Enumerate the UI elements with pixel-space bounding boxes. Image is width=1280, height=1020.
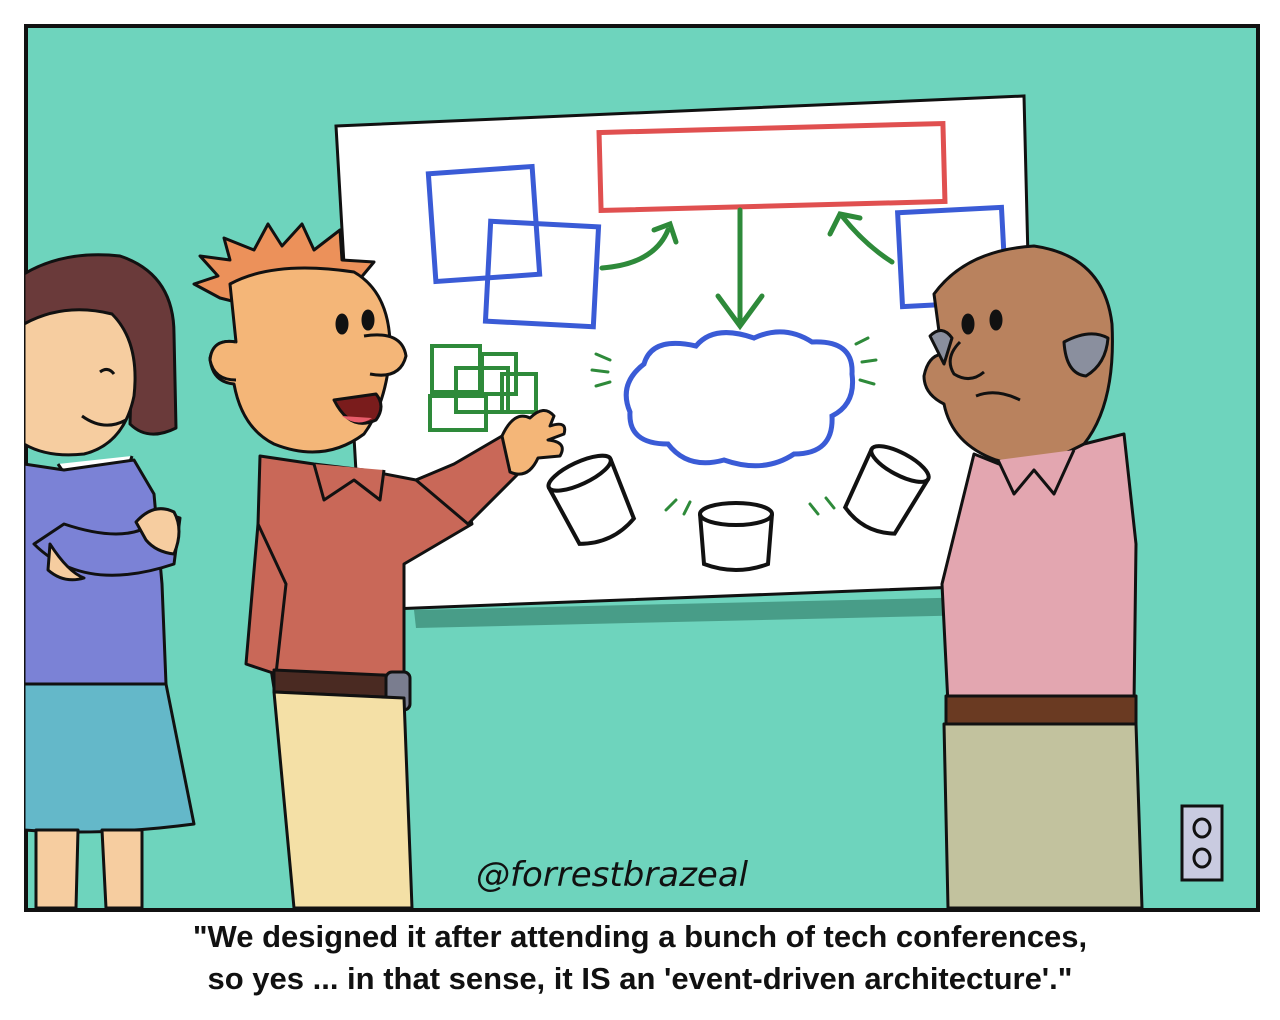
red-box-icon	[596, 120, 948, 214]
comic-panel: @forrestbrazeal	[24, 24, 1260, 912]
bald-man-character	[922, 244, 1144, 910]
green-arrows-icon	[599, 207, 895, 331]
caption-line-2: so yes ... in that sense, it IS an 'even…	[207, 961, 1073, 996]
caption: "We designed it after attending a bunch …	[0, 916, 1280, 1016]
woman-character	[24, 253, 196, 910]
presenter-character	[192, 222, 567, 910]
database-icon	[546, 444, 931, 572]
wall-outlet-icon	[1180, 804, 1224, 882]
caption-line-1: "We designed it after attending a bunch …	[192, 919, 1088, 954]
green-boxes-icon	[428, 344, 538, 432]
artist-signature: @forrestbrazeal	[476, 855, 749, 895]
blue-boxes-icon	[425, 163, 602, 330]
cloud-spark-marks	[590, 336, 878, 516]
cloud-icon	[623, 329, 856, 469]
